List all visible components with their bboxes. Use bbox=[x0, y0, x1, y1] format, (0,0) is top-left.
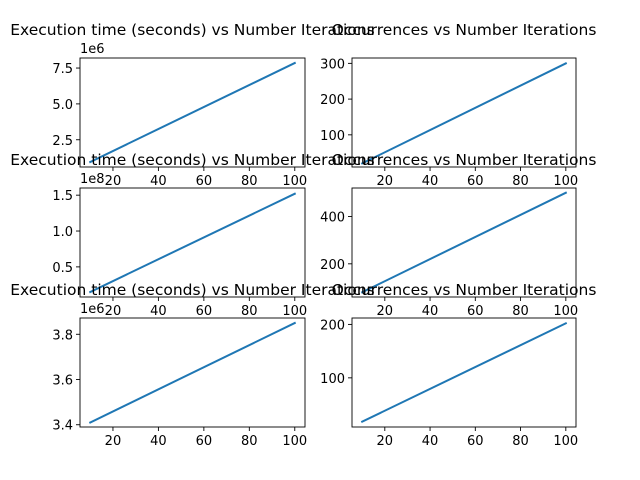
x-tick-label: 60 bbox=[196, 304, 213, 319]
x-tick-label: 20 bbox=[377, 304, 394, 319]
x-tick-label: 60 bbox=[467, 304, 484, 319]
subplot-4: 20 40 60 80 100 200 400 Occurrences vs Number I… bbox=[320, 151, 596, 319]
axes-frame bbox=[79, 317, 306, 428]
x-tick-label: 100 bbox=[553, 434, 578, 449]
axes-frame bbox=[79, 187, 306, 298]
axes-frame bbox=[79, 57, 306, 168]
x-tick-label: 100 bbox=[282, 174, 307, 189]
x-tick-label: 60 bbox=[467, 174, 484, 189]
series-line bbox=[88, 321, 297, 424]
y-offset-label: 1e8 bbox=[80, 172, 105, 187]
series-line bbox=[360, 191, 568, 294]
subplot-title: Execution time (seconds) vs Number Itera… bbox=[10, 151, 375, 169]
y-tick-label: 3.8 bbox=[52, 328, 73, 343]
y-tick-label: 7.5 bbox=[52, 62, 73, 77]
subplot-3: 20 40 60 80 100 0.5 1.0 1.5 1e8 Execution time (s… bbox=[10, 151, 375, 319]
x-tick-label: 40 bbox=[422, 174, 439, 189]
x-tick-label: 20 bbox=[377, 434, 394, 449]
subplot-1: 20 40 60 80 100 2.5 5.0 7.5 1e6 Execution time (s… bbox=[10, 21, 375, 189]
x-tick-label: 80 bbox=[512, 434, 529, 449]
subplot-2: 20 40 60 80 100 100 200 300 Occurrences vs Numbe… bbox=[320, 21, 596, 189]
x-tick-label: 60 bbox=[196, 174, 213, 189]
y-tick-label: 200 bbox=[320, 93, 345, 108]
x-tick-label: 20 bbox=[377, 174, 394, 189]
y-tick-label: 300 bbox=[320, 57, 345, 72]
x-tick-label: 40 bbox=[422, 304, 439, 319]
x-tick-label: 100 bbox=[282, 434, 307, 449]
subplot-5: 20 40 60 80 100 3.4 3.6 3.8 1e6 Execution time (s… bbox=[10, 281, 375, 449]
axes-frame bbox=[351, 187, 577, 298]
series-line bbox=[88, 192, 297, 294]
x-tick-label: 60 bbox=[196, 434, 213, 449]
x-tick-label: 60 bbox=[467, 434, 484, 449]
y-offset-label: 1e6 bbox=[80, 42, 105, 57]
x-tick-label: 80 bbox=[241, 304, 258, 319]
y-tick-label: 200 bbox=[320, 318, 345, 333]
subplot-title: Execution time (seconds) vs Number Itera… bbox=[10, 21, 375, 39]
y-tick-label: 5.0 bbox=[52, 98, 73, 113]
x-tick-label: 20 bbox=[105, 174, 122, 189]
axes-frame bbox=[351, 317, 577, 428]
x-tick-label: 40 bbox=[150, 174, 167, 189]
x-tick-label: 40 bbox=[150, 434, 167, 449]
x-tick-label: 80 bbox=[512, 174, 529, 189]
subplot-title: Occurrences vs Number Iterations bbox=[332, 281, 597, 299]
y-tick-label: 1.0 bbox=[52, 225, 73, 240]
x-tick-label: 100 bbox=[553, 174, 578, 189]
subplot-title: Occurrences vs Number Iterations bbox=[332, 151, 597, 169]
y-offset-label: 1e6 bbox=[80, 302, 105, 317]
y-tick-label: 0.5 bbox=[52, 261, 73, 276]
x-tick-label: 40 bbox=[150, 304, 167, 319]
y-tick-label: 400 bbox=[320, 210, 345, 225]
x-tick-label: 20 bbox=[105, 434, 122, 449]
series-line bbox=[88, 61, 297, 164]
subplot-title: Occurrences vs Number Iterations bbox=[332, 21, 597, 39]
x-tick-label: 100 bbox=[553, 304, 578, 319]
x-tick-label: 80 bbox=[241, 434, 258, 449]
series-line bbox=[360, 62, 568, 165]
subplot-title: Execution time (seconds) vs Number Itera… bbox=[10, 281, 375, 299]
y-tick-label: 3.4 bbox=[52, 419, 73, 434]
series-line bbox=[360, 322, 568, 423]
y-tick-label: 3.6 bbox=[52, 374, 73, 389]
y-tick-label: 100 bbox=[320, 129, 345, 144]
x-tick-label: 100 bbox=[282, 304, 307, 319]
y-tick-label: 200 bbox=[320, 258, 345, 273]
y-tick-label: 2.5 bbox=[52, 134, 73, 149]
x-tick-label: 40 bbox=[422, 434, 439, 449]
y-tick-label: 1.5 bbox=[52, 189, 73, 204]
x-tick-label: 80 bbox=[512, 304, 529, 319]
axes-frame bbox=[351, 57, 577, 168]
y-tick-label: 100 bbox=[320, 372, 345, 387]
x-tick-label: 80 bbox=[241, 174, 258, 189]
subplot-6: 20 40 60 80 100 100 200 Occurrences vs Number I… bbox=[320, 281, 596, 449]
x-tick-label: 20 bbox=[105, 304, 122, 319]
